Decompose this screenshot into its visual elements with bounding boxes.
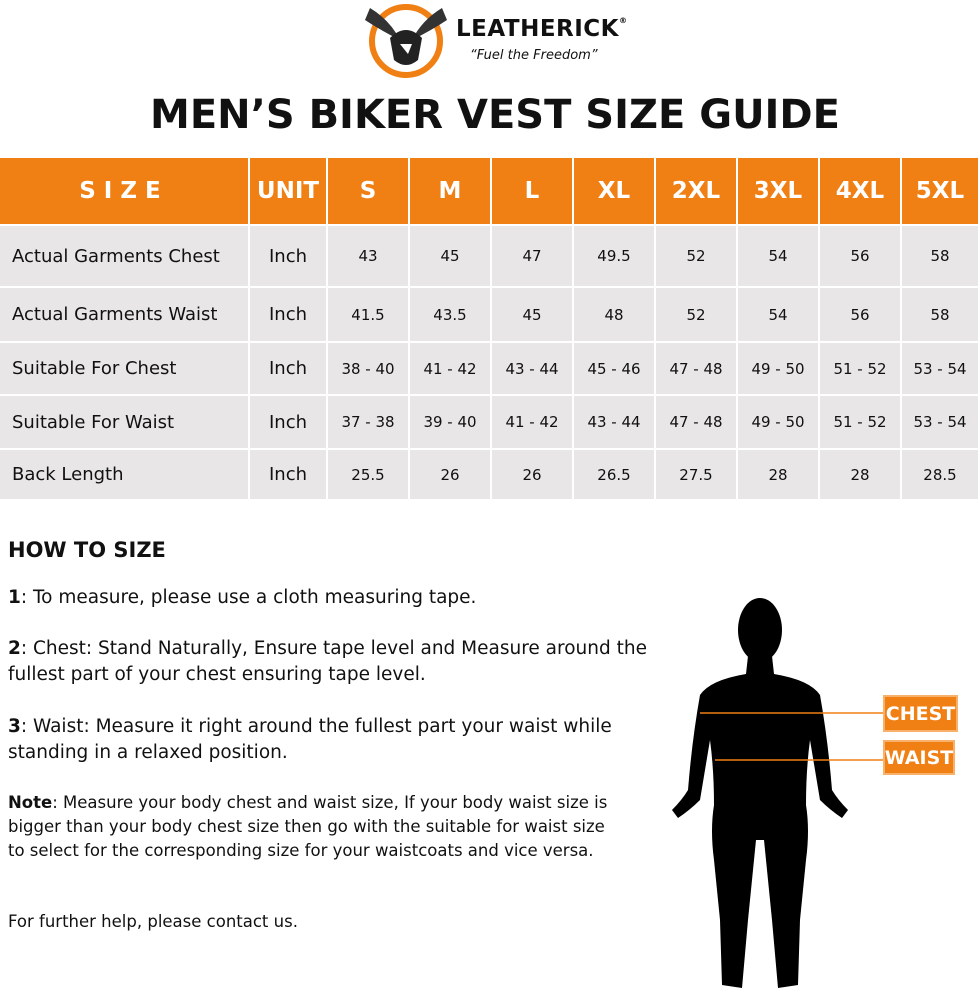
table-cell: 26 <box>410 450 492 501</box>
table-cell: 41.5 <box>328 288 410 343</box>
header-cell: M <box>410 158 492 226</box>
step: 2: Chest: Stand Naturally, Ensure tape l… <box>8 636 668 688</box>
table-row: Suitable For Waist Inch 37 - 38 39 - 40 41 -… <box>0 396 980 450</box>
table-cell: 47 - 48 <box>656 343 738 396</box>
table-cell: 49.5 <box>574 226 656 288</box>
table-cell: Back Length <box>0 450 250 501</box>
table-cell: 53 - 54 <box>902 396 980 450</box>
header-cell: UNIT <box>250 158 328 226</box>
table-cell: 52 <box>656 288 738 343</box>
table-cell: 25.5 <box>328 450 410 501</box>
table-cell: 43 - 44 <box>492 343 574 396</box>
table-cell: Suitable For Waist <box>0 396 250 450</box>
section-heading: HOW TO SIZE <box>8 538 166 562</box>
table-cell: 54 <box>738 226 820 288</box>
table-cell: 28 <box>738 450 820 501</box>
table-cell: Inch <box>250 226 328 288</box>
table-cell: 26.5 <box>574 450 656 501</box>
table-row: Actual Garments Chest Inch 43 45 47 49.5 52 54 5… <box>0 226 980 288</box>
table-cell: 54 <box>738 288 820 343</box>
body-figure <box>672 598 883 988</box>
header-cell: SIZE <box>0 158 250 226</box>
step-text: : Waist: Measure it right around the ful… <box>8 716 612 763</box>
table-cell: Inch <box>250 450 328 501</box>
table-cell: 26 <box>492 450 574 501</box>
table-cell: 38 - 40 <box>328 343 410 396</box>
table-cell: 28 <box>820 450 902 501</box>
table-cell: 37 - 38 <box>328 396 410 450</box>
note: Note: Measure your body chest and waist … <box>8 791 623 863</box>
header-cell: XL <box>574 158 656 226</box>
table-cell: Suitable For Chest <box>0 343 250 396</box>
chest-label: CHEST <box>883 695 958 732</box>
logo-icon <box>365 4 447 78</box>
waist-label: WAIST <box>883 740 955 775</box>
header-cell: S <box>328 158 410 226</box>
table-cell: 53 - 54 <box>902 343 980 396</box>
contact: For further help, please contact us. <box>8 912 298 931</box>
tagline: “Fuel the Freedom” <box>470 48 598 63</box>
step-number: 3 <box>8 716 21 737</box>
table-cell: 43 - 44 <box>574 396 656 450</box>
table-row: Suitable For Chest Inch 38 - 40 41 - 42 43 -… <box>0 343 980 396</box>
step-text: : Chest: Stand Naturally, Ensure tape le… <box>8 638 647 685</box>
header-row: SIZE UNIT S M L XL 2XL 3XL 4XL 5XL <box>0 158 980 226</box>
step: 3: Waist: Measure it right around the fu… <box>8 714 668 766</box>
table-cell: Actual Garments Chest <box>0 226 250 288</box>
table-row: Back Length Inch 25.5 26 26 26.5 27.5 28 28 28.5 <box>0 450 980 501</box>
note-text: : Measure your body chest and waist size… <box>8 793 608 860</box>
header-cell: 2XL <box>656 158 738 226</box>
table-cell: 51 - 52 <box>820 396 902 450</box>
table-cell: 41 - 42 <box>410 343 492 396</box>
step-number: 2 <box>8 638 21 659</box>
table-cell: Inch <box>250 396 328 450</box>
table-cell: 45 <box>492 288 574 343</box>
table-cell: 49 - 50 <box>738 396 820 450</box>
step-text: : To measure, please use a cloth measuri… <box>20 587 477 608</box>
title: MEN’S BIKER VEST SIZE GUIDE <box>150 92 840 138</box>
header-cell: L <box>492 158 574 226</box>
table-cell: 39 - 40 <box>410 396 492 450</box>
table-cell: 51 - 52 <box>820 343 902 396</box>
brand: LEATHERICK® <box>456 16 628 42</box>
table-cell: 27.5 <box>656 450 738 501</box>
note-label: Note <box>8 793 53 812</box>
table-cell: 52 <box>656 226 738 288</box>
header-cell: 3XL <box>738 158 820 226</box>
step: 1: To measure, please use a cloth measur… <box>8 585 668 611</box>
header-cell: 5XL <box>902 158 980 226</box>
table-cell: 43.5 <box>410 288 492 343</box>
table-cell: 58 <box>902 226 980 288</box>
table-cell: 48 <box>574 288 656 343</box>
table-row: Actual Garments Waist Inch 41.5 43.5 45 48 52 5… <box>0 288 980 343</box>
step-number: 1 <box>8 587 21 608</box>
table-cell: 58 <box>902 288 980 343</box>
table-cell: 45 <box>410 226 492 288</box>
table-cell: 49 - 50 <box>738 343 820 396</box>
table-cell: 41 - 42 <box>492 396 574 450</box>
size-table: SIZE UNIT S M L XL 2XL 3XL 4XL 5XL Actual Garments… <box>0 158 980 501</box>
header-cell: 4XL <box>820 158 902 226</box>
table-cell: 47 - 48 <box>656 396 738 450</box>
registered-mark: ® <box>619 16 628 25</box>
table-cell: Inch <box>250 343 328 396</box>
table-cell: 56 <box>820 226 902 288</box>
table-cell: Inch <box>250 288 328 343</box>
table-cell: Actual Garments Waist <box>0 288 250 343</box>
brand-name: LEATHERICK <box>456 16 620 42</box>
table-cell: 45 - 46 <box>574 343 656 396</box>
table-cell: 56 <box>820 288 902 343</box>
table-cell: 43 <box>328 226 410 288</box>
table-cell: 47 <box>492 226 574 288</box>
table-cell: 28.5 <box>902 450 980 501</box>
